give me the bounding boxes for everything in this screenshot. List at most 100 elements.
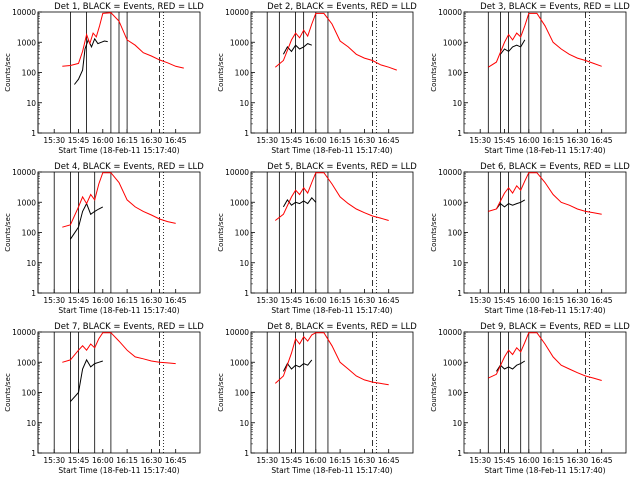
x-tick-label: 16:15 [329,296,351,305]
x-tick-label: 16:15 [542,136,564,145]
series-line [282,196,317,208]
y-axis-label: Counts/sec [430,373,438,412]
chart-title: Det 3, BLACK = Events, RED = LLD [480,2,630,12]
series-line [70,358,103,402]
series-line [495,199,526,210]
detector-chart-3: Det 3, BLACK = Events, RED = LLD 1 10 100 10… [430,2,630,155]
x-axis-label: Start Time (18-Feb-11 15:17:40) [58,466,179,475]
detector-chart-7: Det 7, BLACK = Events, RED = LLD 1 10 100 10… [4,322,204,475]
x-tick-label: 15:45 [68,296,90,305]
series-line [69,202,104,240]
detector-chart-5: Det 5, BLACK = Events, RED = LLD 1 10 100 10… [217,162,417,315]
y-tick-label: 1 [31,289,36,298]
y-axis-label: Counts/sec [217,213,225,252]
x-axis-label: Start Time (18-Feb-11 15:17:40) [58,306,179,315]
x-tick-label: 15:45 [494,456,516,465]
y-tick-label: 10000 [12,328,36,337]
y-tick-label: 10 [26,99,36,108]
y-tick-label: 10000 [225,8,249,17]
y-tick-label: 1 [457,449,462,458]
chart-title: Det 6, BLACK = Events, RED = LLD [480,162,630,172]
y-tick-label: 10000 [12,8,36,17]
x-tick-label: 16:45 [165,136,187,145]
x-tick-label: 16:30 [141,456,163,465]
y-tick-label: 1000 [17,38,36,47]
x-tick-label: 16:15 [329,136,351,145]
x-tick-label: 15:30 [469,296,491,305]
x-axis-label: Start Time (18-Feb-11 15:17:40) [271,466,392,475]
x-tick-label: 15:45 [494,136,516,145]
y-tick-label: 100 [448,69,463,78]
x-tick-label: 16:45 [378,456,400,465]
x-tick-label: 16:30 [567,136,589,145]
y-axis-label: Counts/sec [4,213,12,252]
y-tick-label: 1000 [230,38,249,47]
x-tick-label: 15:30 [256,136,278,145]
x-tick-label: 16:45 [378,136,400,145]
x-axis-label: Start Time (18-Feb-11 15:17:40) [484,466,605,475]
plot-frame [37,171,201,294]
y-axis-label: Counts/sec [4,373,12,412]
x-tick-label: 16:00 [518,136,540,145]
y-tick-label: 1000 [17,358,36,367]
series-line [74,37,108,85]
x-tick-label: 16:00 [518,296,540,305]
x-tick-label: 16:00 [305,136,327,145]
x-tick-label: 16:00 [92,456,114,465]
x-tick-label: 16:30 [354,296,376,305]
x-tick-label: 16:45 [591,136,613,145]
series-line [274,172,389,221]
y-tick-label: 10000 [225,328,249,337]
x-tick-label: 15:45 [494,296,516,305]
x-axis-label: Start Time (18-Feb-11 15:17:40) [484,146,605,155]
x-tick-label: 16:45 [591,456,613,465]
y-axis-label: Counts/sec [4,53,12,92]
y-tick-label: 10 [452,99,462,108]
y-axis-label: Counts/sec [217,373,225,412]
x-tick-label: 15:45 [281,456,303,465]
x-tick-label: 16:15 [116,136,138,145]
y-tick-label: 100 [448,229,463,238]
y-tick-label: 100 [22,69,37,78]
y-tick-label: 10000 [438,8,462,17]
x-tick-label: 16:15 [542,456,564,465]
y-tick-label: 10 [239,259,249,268]
series-line [62,12,184,69]
series-line [488,332,602,381]
y-tick-label: 1 [244,289,249,298]
y-tick-label: 1 [244,129,249,138]
x-tick-label: 16:45 [591,296,613,305]
x-axis-label: Start Time (18-Feb-11 15:17:40) [58,146,179,155]
y-tick-label: 10 [26,419,36,428]
series-line [500,39,526,55]
y-tick-label: 1000 [230,358,249,367]
detector-chart-1: Det 1, BLACK = Events, RED = LLD 1 10 100 10… [4,2,204,155]
x-tick-label: 16:15 [542,296,564,305]
chart-title: Det 5, BLACK = Events, RED = LLD [267,162,417,172]
chart-title: Det 1, BLACK = Events, RED = LLD [54,2,204,12]
chart-title: Det 7, BLACK = Events, RED = LLD [54,322,204,332]
x-tick-label: 15:30 [43,136,65,145]
x-tick-label: 16:30 [141,296,163,305]
y-tick-label: 1000 [443,198,462,207]
y-axis-label: Counts/sec [217,53,225,92]
series-line [488,12,602,68]
detector-chart-8: Det 8, BLACK = Events, RED = LLD 1 10 100 10… [217,322,417,475]
chart-title: Det 2, BLACK = Events, RED = LLD [267,2,417,12]
y-tick-label: 100 [235,389,250,398]
series-line [282,359,313,372]
x-tick-label: 16:30 [567,296,589,305]
x-tick-label: 15:45 [68,456,90,465]
series-line [488,172,602,215]
x-tick-label: 16:45 [378,296,400,305]
x-tick-label: 15:30 [43,456,65,465]
y-tick-label: 10 [239,99,249,108]
x-tick-label: 15:45 [68,136,90,145]
chart-title: Det 9, BLACK = Events, RED = LLD [480,322,630,332]
detector-chart-2: Det 2, BLACK = Events, RED = LLD 1 10 100 10… [217,2,417,155]
plot-frame [250,331,414,454]
y-tick-label: 1000 [230,198,249,207]
detector-chart-4: Det 4, BLACK = Events, RED = LLD 1 10 100 10… [4,162,204,315]
y-tick-label: 1 [457,129,462,138]
